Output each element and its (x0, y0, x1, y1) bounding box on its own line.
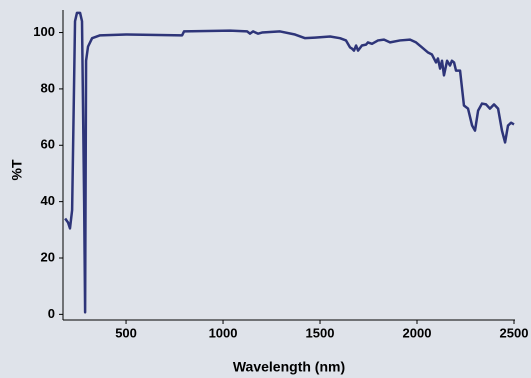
x-tick-label: 2000 (403, 325, 432, 340)
x-tick-label: 1500 (306, 325, 335, 340)
y-tick-label: 20 (41, 249, 55, 264)
x-tick-label: 1000 (209, 325, 238, 340)
y-tick-label: 60 (41, 137, 55, 152)
x-axis-label: Wavelength (nm) (233, 359, 345, 375)
spectrum-line (64, 11, 515, 314)
y-tick-label: 40 (41, 193, 55, 208)
x-tick-label: 2500 (500, 325, 529, 340)
y-tick-label: 80 (41, 80, 55, 95)
x-tick-label: 500 (115, 325, 137, 340)
y-tick-label: 100 (33, 24, 55, 39)
y-tick-label: 0 (48, 306, 55, 321)
y-axis-label: %T (9, 159, 25, 180)
